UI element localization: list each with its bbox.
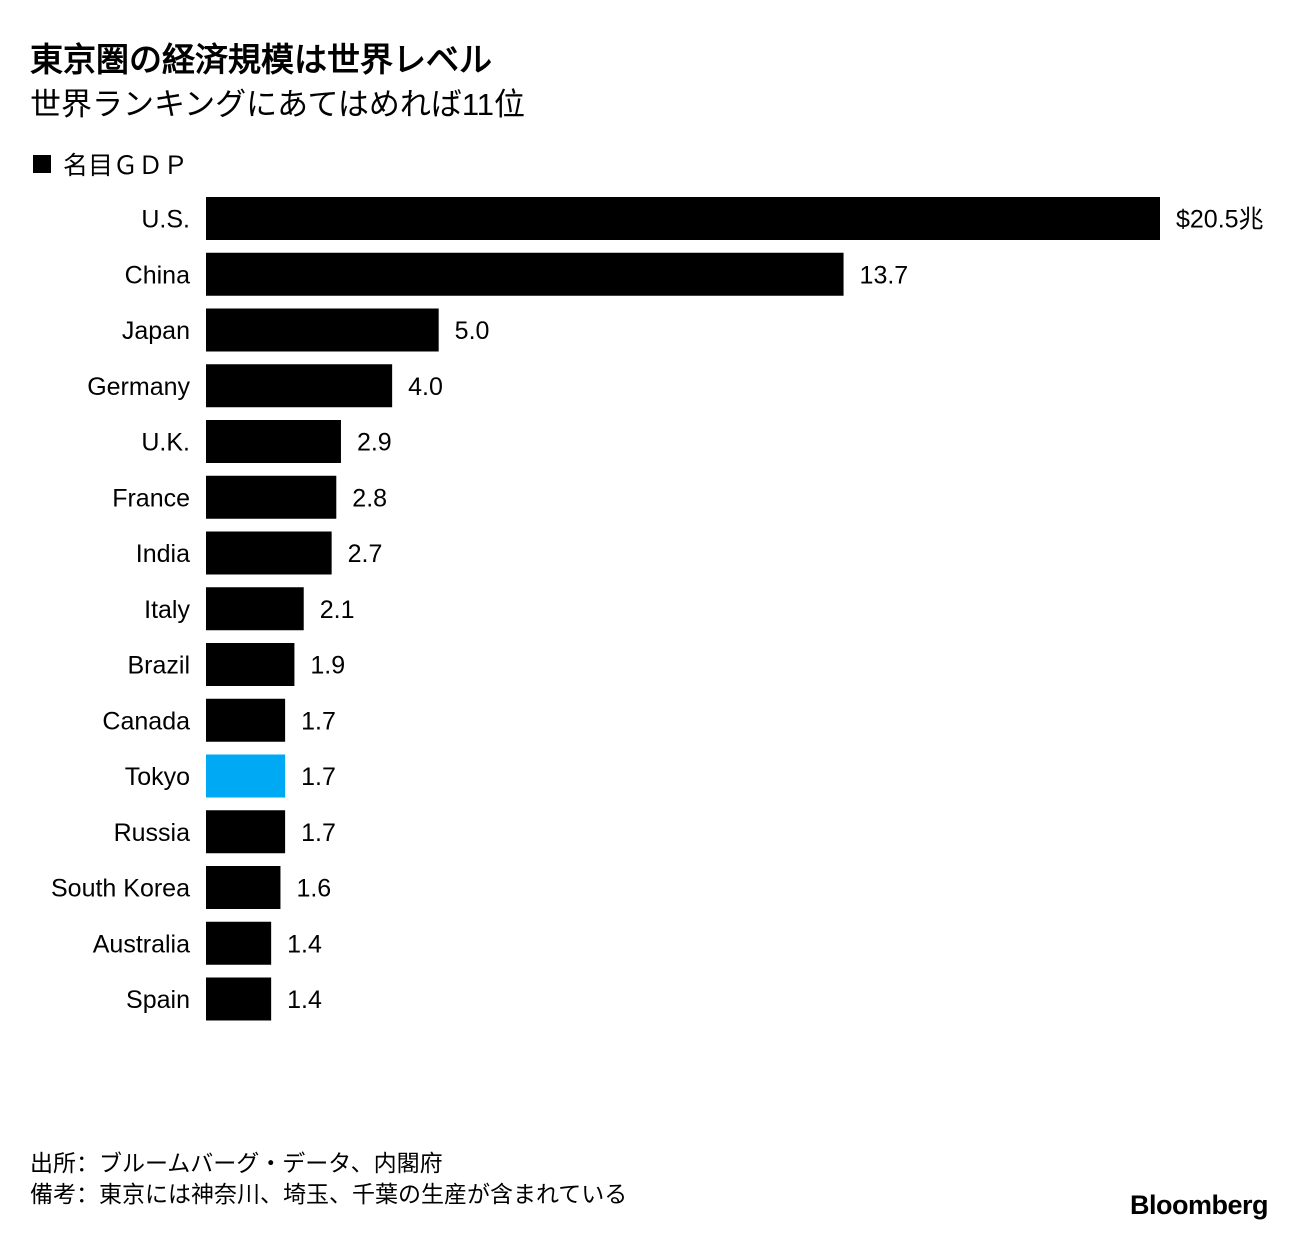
category-label: Japan — [122, 317, 190, 345]
category-label: Spain — [126, 986, 190, 1014]
category-label: U.K. — [141, 429, 190, 457]
bar — [206, 643, 295, 686]
bloomberg-logo: Bloomberg — [1129, 1190, 1269, 1220]
footer: 出所：ブルームバーグ・データ、内閣府 備考：東京には神奈川、埼玉、千葉の生産が含… — [30, 1148, 627, 1210]
category-label: France — [112, 484, 190, 512]
bar — [206, 252, 844, 296]
bar — [206, 364, 393, 408]
chart-subtitle: 世界ランキングにあてはめれば11位 — [30, 87, 526, 122]
legend-swatch — [33, 155, 51, 173]
legend: 名目ＧＤＰ — [33, 146, 188, 182]
value-label: 2.8 — [352, 484, 387, 512]
category-label: Germany — [87, 373, 190, 401]
bar — [206, 420, 341, 463]
bar — [206, 921, 272, 965]
bar-chart: U.S. $20.5兆 China 13.7 Japan 5.0 Germany 4.0 U.K… — [51, 197, 1264, 1021]
bar — [206, 977, 272, 1021]
legend-label: 名目ＧＤＰ — [63, 152, 189, 180]
value-label: 1.7 — [301, 763, 336, 791]
category-label: Russia — [114, 819, 191, 847]
value-label: 13.7 — [860, 261, 909, 289]
value-label: 1.7 — [301, 707, 336, 735]
value-label: 5.0 — [455, 317, 490, 345]
category-label: South Korea — [51, 875, 190, 903]
category-label: Australia — [93, 930, 190, 958]
category-label: U.S. — [141, 206, 190, 234]
chart-title: 東京圏の経済規模は世界レベル — [30, 41, 492, 78]
category-label: China — [125, 261, 190, 289]
category-label: Tokyo — [125, 763, 190, 791]
source-note: 出所：ブルームバーグ・データ、内閣府 — [30, 1150, 443, 1176]
category-label: Canada — [102, 707, 190, 735]
value-label: 2.9 — [357, 429, 392, 457]
value-label: $20.5兆 — [1176, 206, 1264, 234]
bar — [206, 754, 286, 798]
value-label: 1.9 — [310, 652, 345, 680]
value-label: 2.7 — [348, 540, 383, 568]
bar — [206, 587, 304, 631]
value-label: 1.4 — [287, 930, 322, 958]
bar — [206, 475, 337, 519]
category-label: India — [136, 540, 190, 568]
bar — [206, 810, 286, 854]
value-label: 1.4 — [287, 986, 322, 1014]
bar — [206, 866, 281, 909]
value-label: 1.6 — [296, 875, 331, 903]
bar — [206, 531, 332, 575]
remarks-note: 備考：東京には神奈川、埼玉、千葉の生産が含まれている — [30, 1181, 628, 1207]
value-label: 4.0 — [408, 373, 443, 401]
bar — [206, 308, 439, 352]
bar — [206, 698, 286, 742]
value-label: 1.7 — [301, 819, 336, 847]
category-label: Brazil — [127, 652, 190, 680]
bar — [206, 197, 1160, 240]
category-label: Italy — [144, 596, 190, 624]
value-label: 2.1 — [320, 596, 355, 624]
